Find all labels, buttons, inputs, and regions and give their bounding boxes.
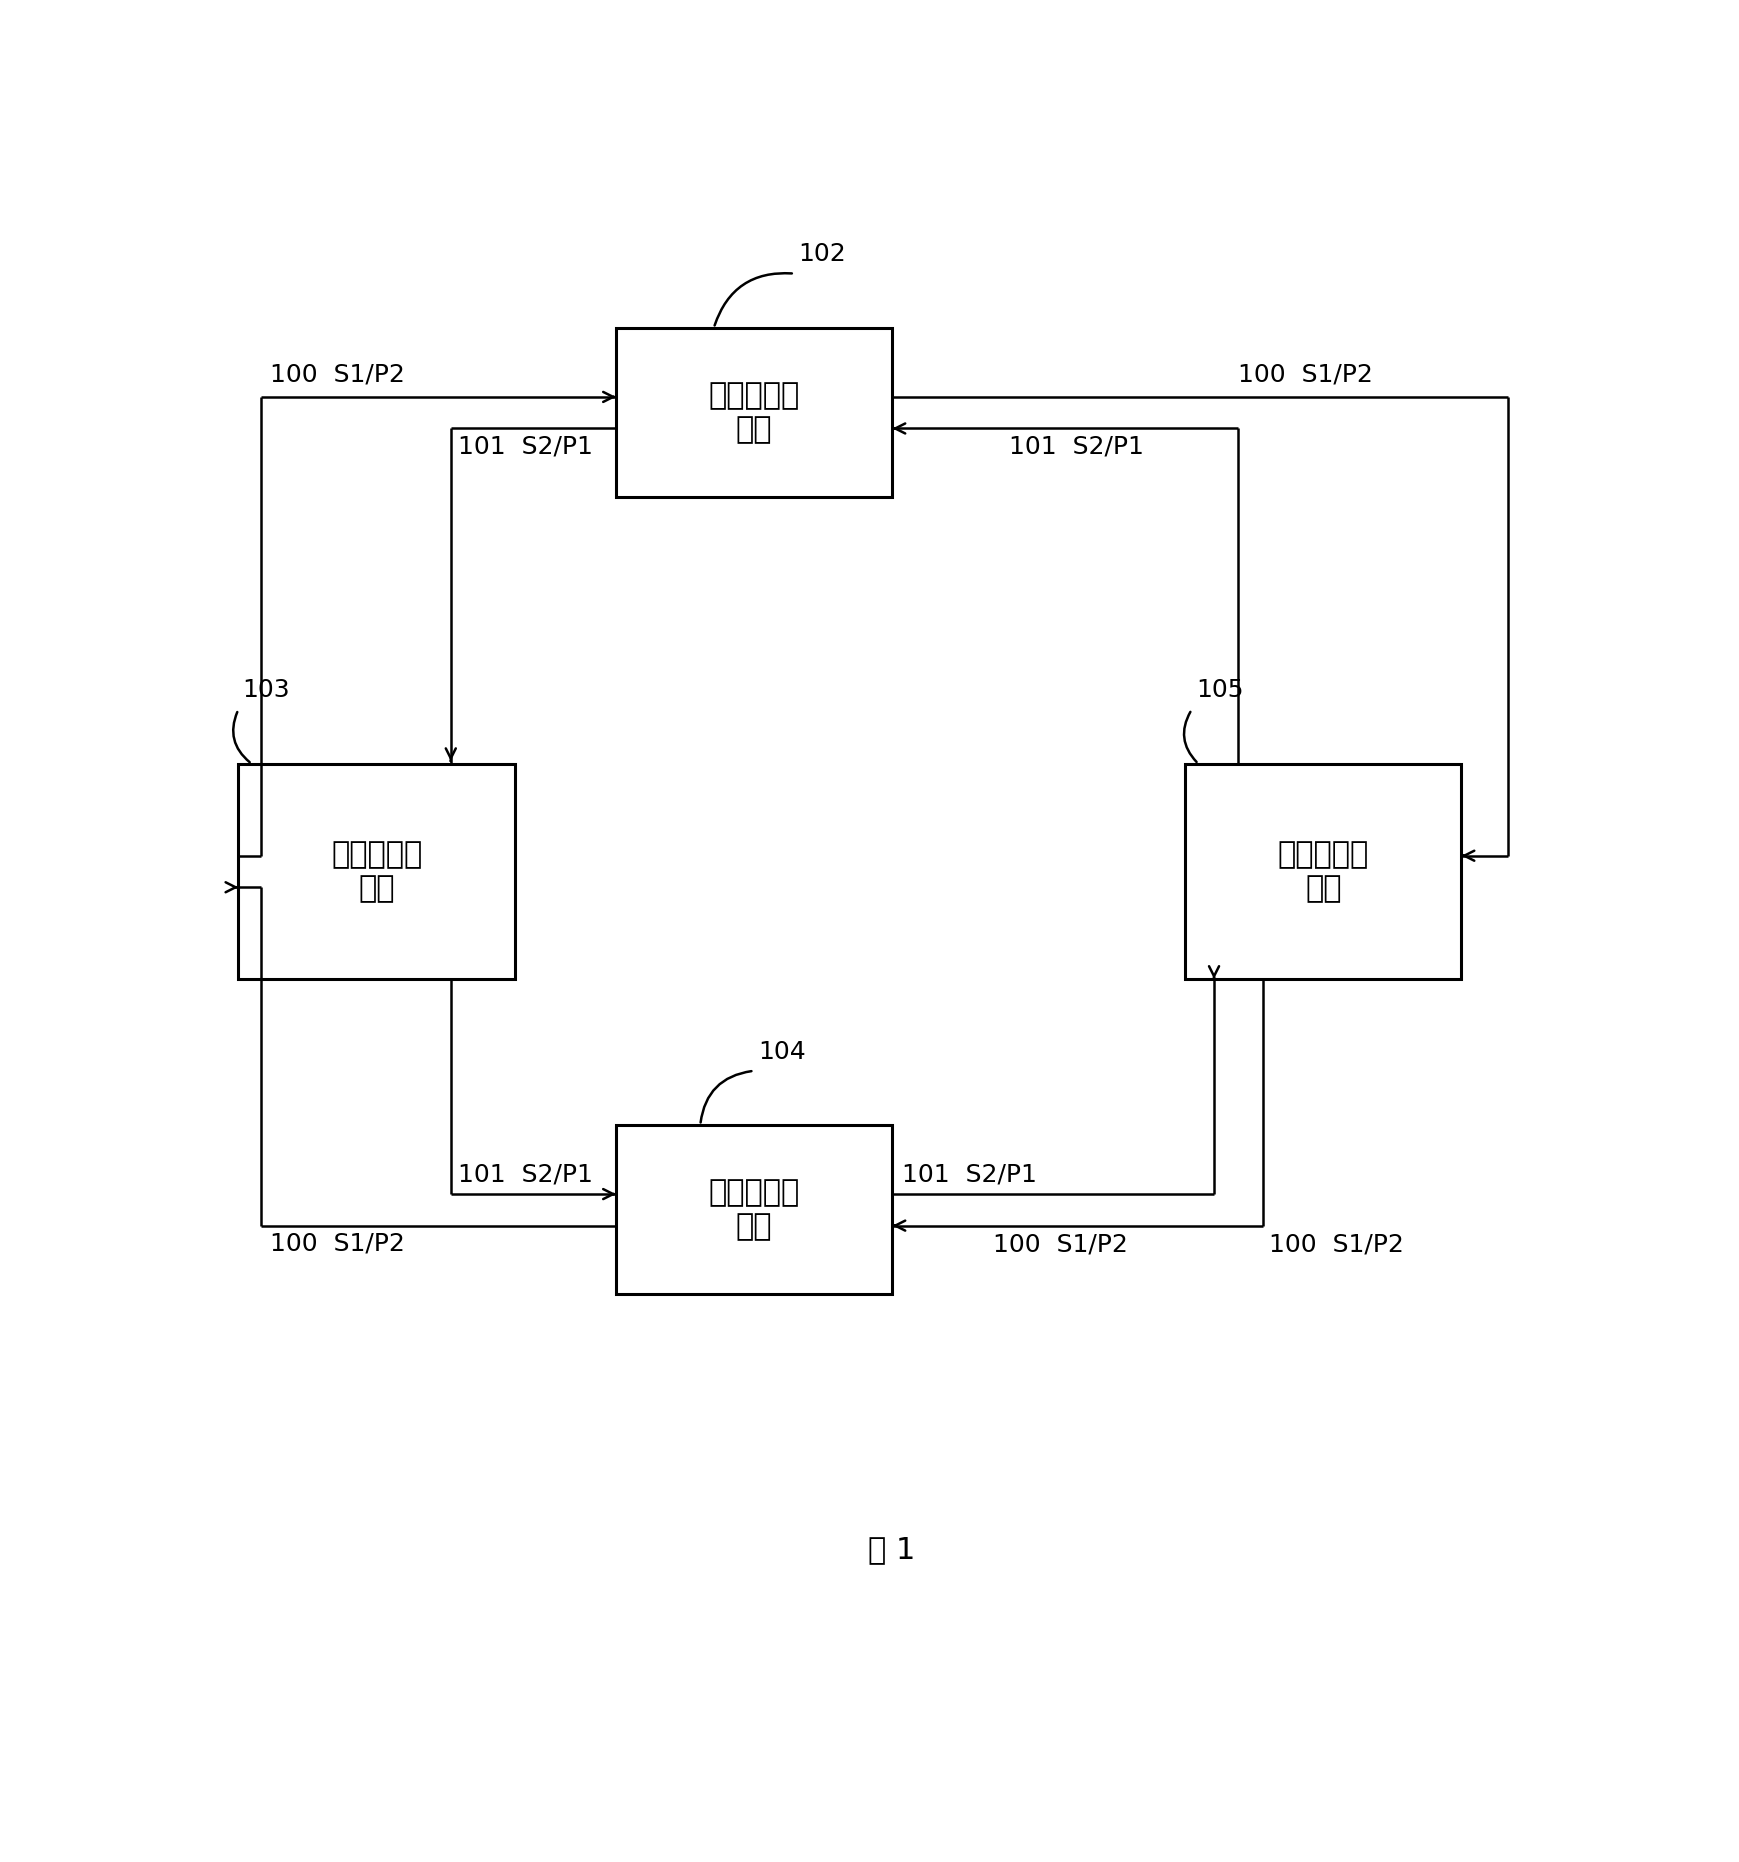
Text: 100  S1/P2: 100 S1/P2: [270, 363, 405, 387]
Bar: [616, 1125, 892, 1294]
Text: 光分插复用
设备: 光分插复用 设备: [708, 382, 800, 443]
Text: 103: 103: [242, 678, 290, 702]
Text: 101  S2/P1: 101 S2/P1: [901, 1164, 1036, 1186]
Text: 100  S1/P2: 100 S1/P2: [1269, 1233, 1403, 1257]
Text: 105: 105: [1195, 678, 1243, 702]
Text: 101  S2/P1: 101 S2/P1: [457, 1164, 591, 1186]
Text: 104: 104: [758, 1039, 805, 1063]
Bar: [616, 328, 892, 497]
Text: 101  S2/P1: 101 S2/P1: [1009, 434, 1143, 458]
Text: 光分插复用
设备: 光分插复用 设备: [330, 840, 423, 903]
Text: 100  S1/P2: 100 S1/P2: [1238, 363, 1372, 387]
Text: 100  S1/P2: 100 S1/P2: [993, 1233, 1127, 1257]
Bar: [1184, 763, 1461, 979]
Text: 100  S1/P2: 100 S1/P2: [270, 1231, 405, 1255]
Text: 光分插复用
设备: 光分插复用 设备: [708, 1179, 800, 1242]
Text: 101  S2/P1: 101 S2/P1: [457, 434, 591, 458]
Text: 光分插复用
设备: 光分插复用 设备: [1276, 840, 1369, 903]
Text: 图 1: 图 1: [868, 1534, 915, 1564]
Text: 102: 102: [798, 242, 845, 266]
Bar: [238, 763, 515, 979]
